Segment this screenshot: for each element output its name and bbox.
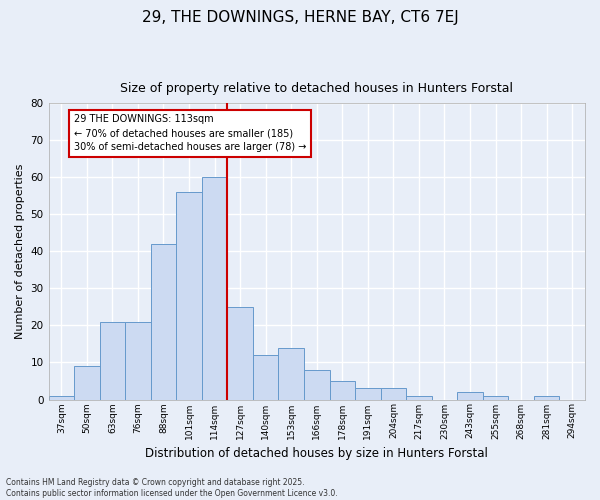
Bar — [483, 396, 508, 400]
Bar — [176, 192, 202, 400]
Text: 29 THE DOWNINGS: 113sqm
← 70% of detached houses are smaller (185)
30% of semi-d: 29 THE DOWNINGS: 113sqm ← 70% of detache… — [74, 114, 307, 152]
Bar — [380, 388, 406, 400]
Bar — [227, 307, 253, 400]
Y-axis label: Number of detached properties: Number of detached properties — [15, 164, 25, 339]
Text: Contains HM Land Registry data © Crown copyright and database right 2025.
Contai: Contains HM Land Registry data © Crown c… — [6, 478, 338, 498]
Bar — [304, 370, 329, 400]
Bar — [202, 178, 227, 400]
Bar — [100, 322, 125, 400]
Bar — [406, 396, 432, 400]
Bar — [355, 388, 380, 400]
Bar — [74, 366, 100, 400]
Bar — [125, 322, 151, 400]
Bar — [457, 392, 483, 400]
Title: Size of property relative to detached houses in Hunters Forstal: Size of property relative to detached ho… — [120, 82, 513, 95]
Bar — [49, 396, 74, 400]
Text: 29, THE DOWNINGS, HERNE BAY, CT6 7EJ: 29, THE DOWNINGS, HERNE BAY, CT6 7EJ — [142, 10, 458, 25]
Bar — [253, 355, 278, 400]
Bar — [151, 244, 176, 400]
Bar — [534, 396, 559, 400]
X-axis label: Distribution of detached houses by size in Hunters Forstal: Distribution of detached houses by size … — [145, 447, 488, 460]
Bar — [278, 348, 304, 400]
Bar — [329, 381, 355, 400]
